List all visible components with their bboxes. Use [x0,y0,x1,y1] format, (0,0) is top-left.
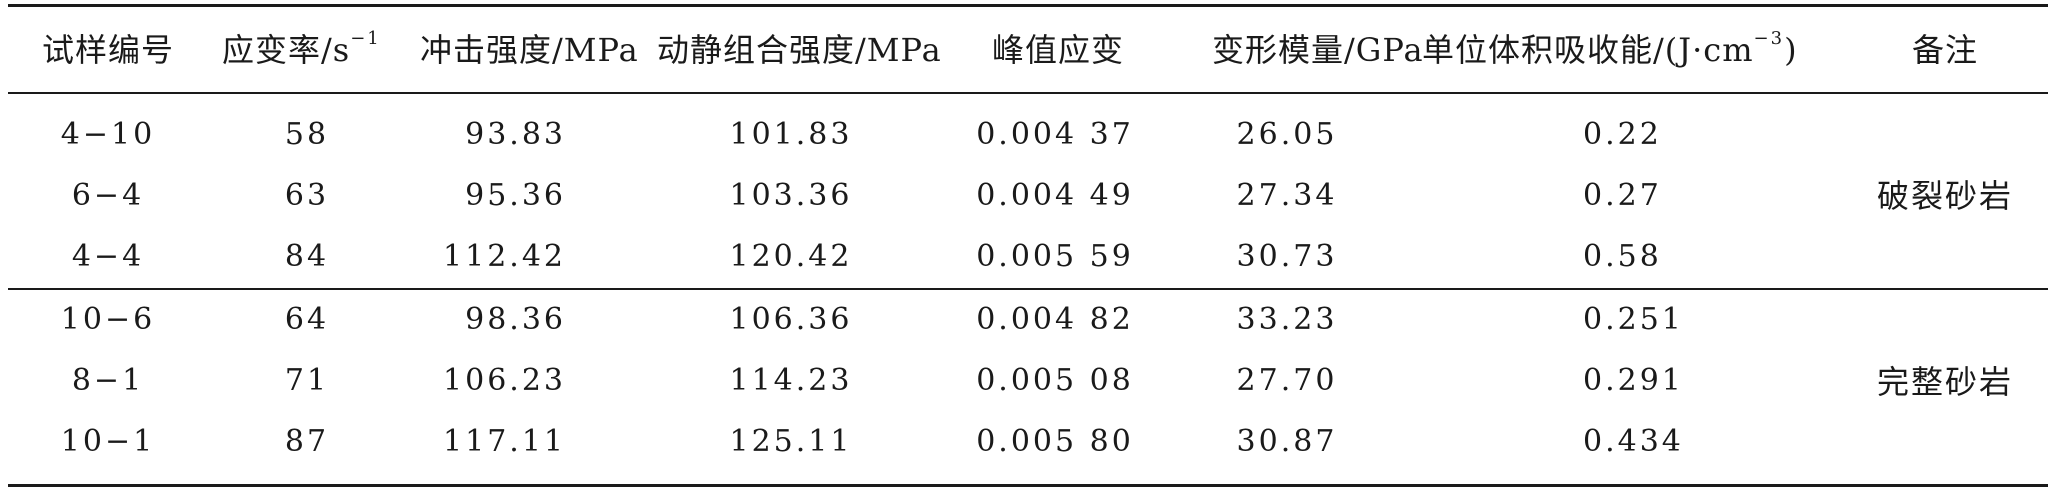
cell-combined-strength: 106.36 [729,302,853,337]
cell-modulus: 30.87 [1236,424,1338,459]
cell-specimen: 4−10 [60,117,156,152]
cell-specimen: 6−4 [71,178,145,213]
header-strain-rate: 应变率/s−1 [222,30,381,69]
cell-energy: 0.434 [1583,424,1684,459]
cell-strain-rate: 63 [284,178,330,213]
header-modulus: 变形模量/GPa [1212,31,1424,69]
cell-impact-strength: 112.42 [443,239,566,274]
cell-peak-strain: 0.005 59 [976,239,1134,274]
header-strain-rate-label: 应变率/s [222,31,351,69]
cell-energy: 0.22 [1583,117,1662,152]
header-specimen: 试样编号 [41,31,175,69]
cell-modulus: 33.23 [1236,302,1338,337]
cell-specimen: 10−1 [60,424,156,459]
cell-combined-strength: 120.42 [729,239,853,274]
cell-modulus: 26.05 [1236,117,1338,152]
cell-specimen: 10−6 [60,302,156,337]
cell-impact-strength: 106.23 [443,363,566,398]
cell-combined-strength: 125.11 [729,424,853,459]
cell-specimen: 8−1 [71,363,145,398]
cell-remark-group: 破裂砂岩 [1876,177,2014,215]
cell-peak-strain: 0.005 80 [976,424,1134,459]
header-strain-rate-exponent: −1 [350,28,381,49]
cell-energy: 0.58 [1583,239,1662,274]
cell-remark-group: 完整砂岩 [1876,363,2014,401]
cell-strain-rate: 71 [284,363,330,398]
cell-peak-strain: 0.004 49 [976,178,1134,213]
cell-impact-strength: 95.36 [465,178,566,213]
cell-strain-rate: 87 [284,424,330,459]
header-combined-strength: 动静组合强度/MPa [657,31,942,69]
cell-combined-strength: 103.36 [729,178,853,213]
header-rule [8,92,2048,94]
cell-peak-strain: 0.005 08 [976,363,1134,398]
top-rule [8,4,2048,7]
cell-strain-rate: 64 [284,302,330,337]
cell-peak-strain: 0.004 37 [976,117,1134,152]
cell-modulus: 27.34 [1236,178,1338,213]
cell-strain-rate: 84 [284,239,330,274]
cell-energy: 0.291 [1583,363,1684,398]
cell-strain-rate: 58 [284,117,330,152]
cell-specimen: 4−4 [71,239,145,274]
cell-modulus: 30.73 [1236,239,1338,274]
cell-impact-strength: 117.11 [443,424,566,459]
cell-energy: 0.251 [1583,302,1684,337]
header-energy-close: ) [1784,31,1798,69]
group-divider-rule [8,288,2048,290]
header-peak-strain: 峰值应变 [992,31,1125,69]
header-energy-exponent: −3 [1753,28,1785,49]
cell-energy: 0.27 [1583,178,1662,213]
header-energy-label: 单位体积吸收能/(J·cm [1422,31,1754,69]
cell-modulus: 27.70 [1236,363,1338,398]
bottom-rule [8,484,2048,487]
cell-combined-strength: 114.23 [729,363,853,398]
cell-impact-strength: 93.83 [465,117,566,152]
cell-peak-strain: 0.004 82 [976,302,1134,337]
header-energy: 单位体积吸收能/(J·cm−3) [1422,30,1798,69]
header-impact-strength: 冲击强度/MPa [420,31,639,69]
header-remark: 备注 [1911,31,1979,69]
cell-impact-strength: 98.36 [465,302,566,337]
cell-combined-strength: 101.83 [729,117,853,152]
